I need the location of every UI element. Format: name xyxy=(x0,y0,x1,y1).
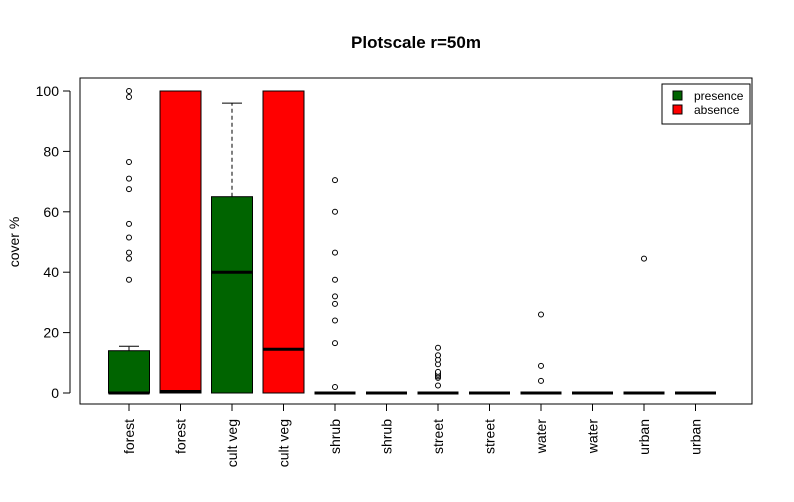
outlier-point xyxy=(332,300,338,307)
y-tick-label: 0 xyxy=(51,385,59,401)
y-axis-label: cover % xyxy=(6,217,22,268)
outlier-point xyxy=(332,293,338,300)
legend-label-presence: presence xyxy=(694,89,744,103)
x-tick-label: urban xyxy=(688,419,704,455)
chart-title: Plotscale r=50m xyxy=(351,33,481,52)
x-tick-label: urban xyxy=(636,419,652,455)
x-tick-label: cult veg xyxy=(276,419,292,467)
outlier-point xyxy=(126,88,132,94)
outlier-point xyxy=(538,311,544,318)
y-tick-label: 20 xyxy=(43,325,59,341)
outlier-point xyxy=(435,382,441,389)
outlier-point xyxy=(126,186,132,193)
y-tick-label: 80 xyxy=(43,143,59,159)
outlier-point xyxy=(126,255,132,262)
outlier-point xyxy=(332,340,338,347)
box-presence xyxy=(108,350,150,394)
outlier-point xyxy=(332,317,338,324)
outlier-point xyxy=(126,158,132,165)
outlier-point xyxy=(538,362,544,369)
outlier-point xyxy=(126,234,132,241)
y-tick-label: 100 xyxy=(36,83,60,99)
box-absence xyxy=(159,90,202,394)
legend-swatch-presence xyxy=(672,90,683,101)
legend-label-absence: absence xyxy=(694,103,740,117)
x-tick-label: forest xyxy=(121,419,137,454)
x-tick-label: water xyxy=(533,419,549,455)
y-tick-label: 40 xyxy=(43,264,59,280)
x-tick-label: street xyxy=(430,419,446,454)
outlier-point xyxy=(126,175,132,182)
box-absence xyxy=(262,90,305,394)
outlier-point xyxy=(332,276,338,283)
x-tick-label: forest xyxy=(173,419,189,454)
outlier-point xyxy=(435,352,441,359)
x-tick-label: street xyxy=(482,419,498,454)
x-tick-label: shrub xyxy=(379,419,395,454)
outlier-point xyxy=(538,377,544,384)
y-tick-label: 60 xyxy=(43,204,59,220)
outlier-point xyxy=(126,249,132,256)
outlier-point xyxy=(126,94,132,101)
outlier-point xyxy=(126,220,132,227)
outlier-point xyxy=(332,208,338,215)
x-tick-label: water xyxy=(585,419,601,455)
outlier-point xyxy=(332,383,338,390)
outlier-point xyxy=(332,177,338,184)
x-tick-label: cult veg xyxy=(224,419,240,467)
outlier-point xyxy=(641,255,647,262)
box-presence xyxy=(211,196,253,394)
x-tick-label: shrub xyxy=(327,419,343,454)
outlier-point xyxy=(332,249,338,256)
legend-swatch-absence xyxy=(672,104,683,115)
outlier-point xyxy=(435,368,441,375)
outlier-point xyxy=(126,276,132,283)
outlier-point xyxy=(435,344,441,351)
